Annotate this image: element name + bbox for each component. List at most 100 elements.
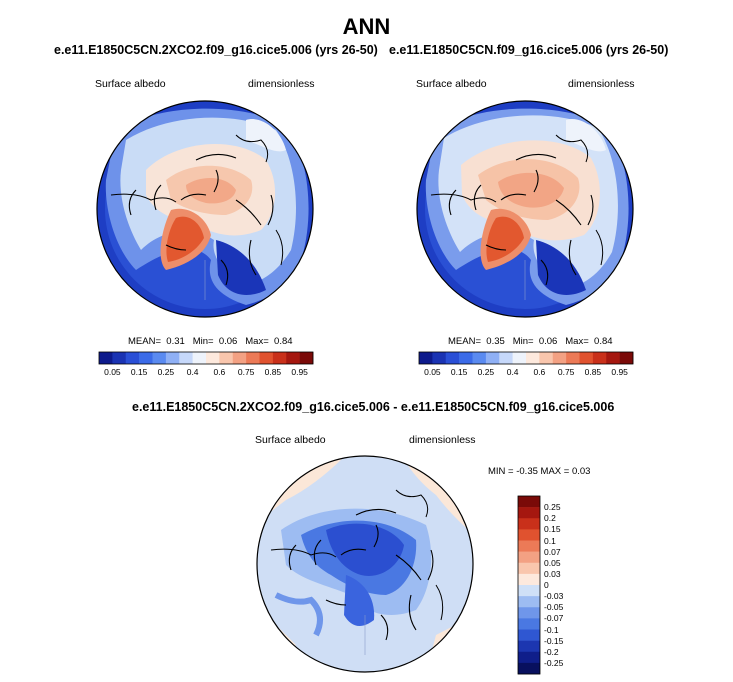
colorbar-swatch xyxy=(99,352,113,364)
colorbar-swatch xyxy=(566,352,580,364)
colorbar-tick-label: 0.95 xyxy=(611,367,628,377)
colorbar-swatch xyxy=(518,651,540,664)
colorbar-tick-label: 0.6 xyxy=(213,367,226,377)
colorbar-tick-label: 0.15 xyxy=(130,367,148,377)
panel-2-colorbar xyxy=(418,351,634,365)
panel-3-colorbar xyxy=(517,495,541,675)
colorbar-tick-label: -0.1 xyxy=(544,624,559,635)
colorbar-swatch xyxy=(165,352,180,364)
colorbar-tick-label: 0.25 xyxy=(477,367,495,377)
colorbar-tick-label: 0.15 xyxy=(544,524,561,535)
colorbar-tick-label: 0.07 xyxy=(544,546,561,557)
colorbar-swatch xyxy=(246,352,260,364)
panel-1-stats: MEAN= 0.31 Min= 0.06 Max= 0.84 xyxy=(128,336,293,347)
colorbar-swatch xyxy=(459,352,473,364)
colorbar-swatch xyxy=(272,352,287,364)
colorbar-tick-label: 0.4 xyxy=(506,367,519,377)
panel-2-case-title: e.e11.E1850C5CN.f09_g16.cice5.006 (yrs 2… xyxy=(389,43,669,57)
panel-3-case-title: e.e11.E1850C5CN.2XCO2.f09_g16.cice5.006 … xyxy=(132,400,615,414)
colorbar-tick-label: -0.25 xyxy=(544,657,564,668)
colorbar-tick-label: 0.85 xyxy=(264,367,282,377)
colorbar-swatch xyxy=(259,352,274,364)
colorbar-tick-label: 0.4 xyxy=(186,367,199,377)
colorbar-swatch xyxy=(606,352,620,364)
colorbar-swatch xyxy=(152,352,167,364)
colorbar-tick-label: 0.95 xyxy=(291,367,308,377)
panel-3-stats: MIN = -0.35 MAX = 0.03 xyxy=(488,466,591,477)
colorbar-swatch xyxy=(518,618,540,630)
colorbar-swatch xyxy=(518,607,540,619)
colorbar-swatch xyxy=(592,352,607,364)
colorbar-swatch xyxy=(518,585,540,597)
colorbar-swatch xyxy=(518,662,540,675)
colorbar-tick-label: 0.75 xyxy=(557,367,575,377)
panel-3-polar-map xyxy=(256,455,474,673)
colorbar-swatch xyxy=(518,640,540,653)
colorbar-swatch xyxy=(518,562,540,575)
colorbar-tick-label: 0.15 xyxy=(450,367,468,377)
colorbar-tick-label: 0.05 xyxy=(544,557,561,568)
colorbar-swatch xyxy=(526,352,540,364)
colorbar-swatch xyxy=(192,352,207,364)
colorbar-swatch xyxy=(518,540,540,552)
panel-1-colorbar-labels: 0.05 0.15 0.25 0.4 0.6 0.75 0.85 0.95 xyxy=(99,367,313,379)
panel-2-units-label: dimensionless xyxy=(568,78,635,90)
colorbar-tick-label: 0.1 xyxy=(544,535,556,546)
panel-3-variable-label: Surface albedo xyxy=(255,434,326,446)
colorbar-swatch xyxy=(179,352,193,364)
colorbar-tick-label: 0.75 xyxy=(237,367,255,377)
colorbar-swatch xyxy=(518,518,540,530)
figure-title: ANN xyxy=(342,14,391,39)
colorbar-swatch xyxy=(579,352,594,364)
panel-2-colorbar-labels: 0.05 0.15 0.25 0.4 0.6 0.75 0.85 0.95 xyxy=(419,367,633,379)
colorbar-swatch xyxy=(499,352,513,364)
colorbar-tick-label: -0.07 xyxy=(544,613,564,624)
colorbar-swatch xyxy=(419,352,433,364)
colorbar-tick-label: -0.2 xyxy=(544,646,559,657)
colorbar-swatch xyxy=(518,629,540,641)
panel-1-variable-label: Surface albedo xyxy=(95,78,166,90)
colorbar-swatch xyxy=(619,352,634,364)
colorbar-tick-label: -0.03 xyxy=(544,591,564,602)
colorbar-swatch xyxy=(518,529,540,541)
panel-2-stats: MEAN= 0.35 Min= 0.06 Max= 0.84 xyxy=(448,336,613,347)
panel-1-colorbar xyxy=(98,351,314,365)
colorbar-tick-label: -0.15 xyxy=(544,635,564,646)
panel-1-polar-map xyxy=(96,100,314,318)
colorbar-swatch xyxy=(518,551,540,564)
colorbar-swatch xyxy=(219,352,234,364)
colorbar-tick-label: 0.6 xyxy=(533,367,546,377)
colorbar-swatch xyxy=(485,352,500,364)
panel-2-variable-label: Surface albedo xyxy=(416,78,487,90)
colorbar-swatch xyxy=(125,352,140,364)
colorbar-swatch xyxy=(518,496,540,508)
colorbar-tick-label: 0 xyxy=(544,580,549,590)
colorbar-tick-label: -0.05 xyxy=(544,602,564,613)
colorbar-swatch xyxy=(539,352,554,364)
panel-2-polar-map xyxy=(416,100,634,318)
colorbar-swatch xyxy=(286,352,300,364)
colorbar-swatch xyxy=(299,352,314,364)
colorbar-swatch xyxy=(552,352,567,364)
colorbar-tick-label: 0.25 xyxy=(544,502,561,513)
colorbar-tick-label: 0.25 xyxy=(157,367,175,377)
panel-1-units-label: dimensionless xyxy=(248,78,315,90)
colorbar-swatch xyxy=(432,352,447,364)
panel-1-case-title: e.e11.E1850C5CN.2XCO2.f09_g16.cice5.006 … xyxy=(54,43,378,57)
colorbar-swatch xyxy=(232,352,247,364)
colorbar-tick-label: 0.03 xyxy=(544,568,561,579)
colorbar-swatch xyxy=(472,352,487,364)
colorbar-tick-label: 0.05 xyxy=(424,367,441,377)
colorbar-swatch xyxy=(518,596,540,608)
colorbar-swatch xyxy=(112,352,127,364)
colorbar-swatch xyxy=(512,352,527,364)
colorbar-tick-label: 0.2 xyxy=(544,513,556,524)
panel-3-units-label: dimensionless xyxy=(409,434,476,446)
colorbar-tick-label: 0.05 xyxy=(104,367,121,377)
colorbar-swatch xyxy=(139,352,153,364)
panel-3-colorbar-labels: 0.25 0.2 0.15 0.1 0.07 0.05 0.03 0 -0.03 -0.05 -0.… xyxy=(544,496,584,674)
colorbar-swatch xyxy=(518,507,540,519)
colorbar-swatch xyxy=(518,573,540,586)
colorbar-tick-label: 0.85 xyxy=(584,367,602,377)
colorbar-swatch xyxy=(445,352,460,364)
